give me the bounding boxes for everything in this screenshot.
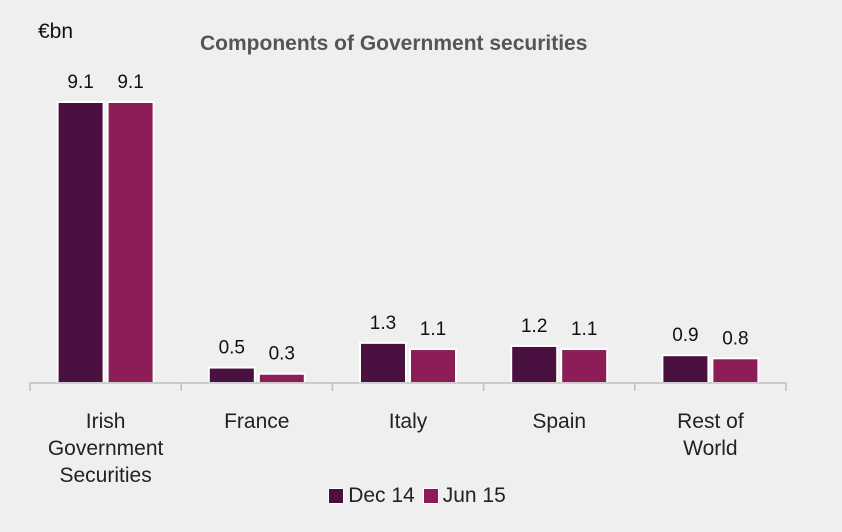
category-labels-group: Irish Government Securities France Italy Spai…	[48, 410, 744, 487]
category-label: Rest of World	[677, 410, 744, 460]
category-label-line: Italy	[389, 410, 428, 433]
legend-item-dec-14: Dec 14	[328, 484, 415, 508]
data-label: 9.1	[117, 72, 143, 93]
bar-jun-15	[409, 348, 457, 384]
unit-label: €bn	[38, 20, 74, 43]
bar-jun-15	[560, 348, 609, 384]
bar-dec-14	[510, 344, 559, 385]
category-label-line: Government	[48, 437, 164, 460]
category-label-line: Spain	[532, 410, 586, 433]
bar-dec-14	[207, 366, 256, 384]
category-label: Italy	[389, 410, 428, 433]
data-label: 1.1	[420, 319, 446, 340]
bar-dec-14	[359, 341, 407, 385]
data-label: 9.1	[67, 72, 93, 93]
legend: Dec 14 Jun 15	[0, 484, 842, 508]
category-label: Spain	[532, 410, 586, 433]
category-label-line: Irish	[86, 410, 126, 433]
category-label: Irish Government Securities	[48, 410, 164, 487]
category-label-line: Rest of	[677, 410, 744, 433]
category-label-line: Securities	[59, 464, 151, 487]
legend-label-dec-14: Dec 14	[348, 484, 415, 507]
category-label: France	[224, 410, 289, 433]
data-label: 0.9	[672, 325, 698, 346]
data-label: 1.2	[521, 316, 547, 337]
data-label: 0.5	[219, 338, 245, 359]
legend-swatch-dec-14	[328, 488, 345, 504]
data-label: 1.1	[571, 319, 597, 340]
legend-label-jun-15: Jun 15	[442, 484, 506, 507]
value-labels-group: 9.1 9.1 0.5 0.3 1.3 1.1 1.2 1.1 0.9 0.8	[67, 72, 748, 365]
category-label-line: France	[224, 410, 289, 433]
bar-dec-14	[56, 101, 105, 384]
legend-item-jun-15: Jun 15	[422, 484, 506, 508]
data-label: 0.3	[269, 344, 295, 365]
bar-jun-15	[711, 357, 760, 384]
x-axis-ticks	[29, 383, 787, 391]
bar-jun-15	[257, 372, 306, 385]
legend-swatch-jun-15	[422, 488, 439, 504]
bar-dec-14	[661, 354, 710, 385]
chart-title: Components of Government securities	[200, 32, 588, 55]
bar-jun-15	[106, 101, 155, 384]
data-label: 0.8	[722, 328, 748, 349]
data-label: 1.3	[370, 313, 396, 334]
category-label-line: World	[683, 437, 737, 460]
bars-group	[56, 101, 760, 385]
